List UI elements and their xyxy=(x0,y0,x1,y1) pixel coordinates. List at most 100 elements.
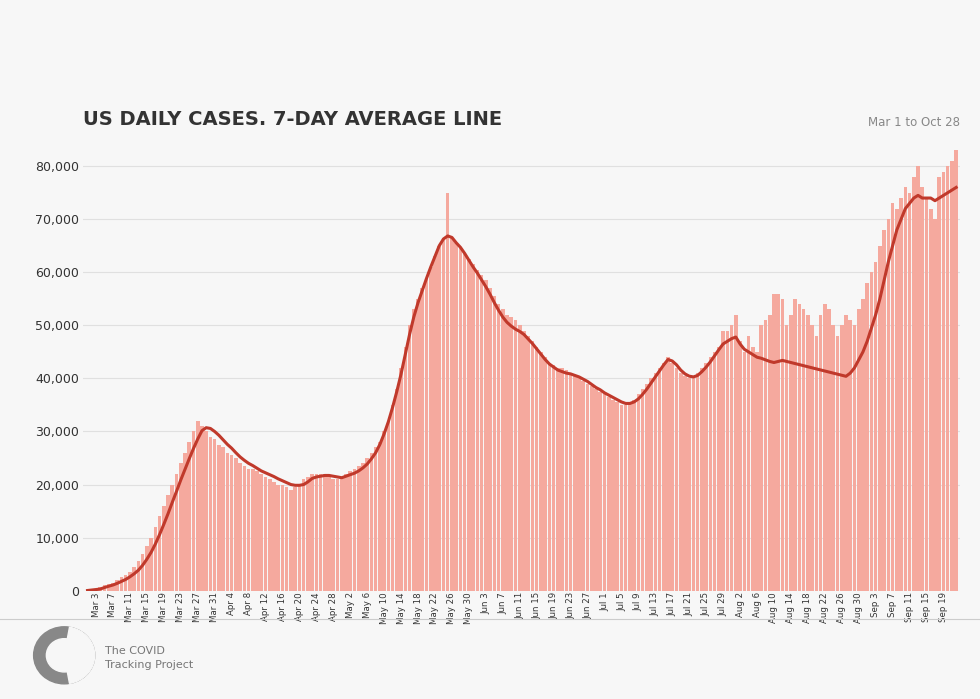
Bar xyxy=(162,506,166,591)
Bar xyxy=(442,240,445,591)
Bar xyxy=(205,431,208,591)
Bar xyxy=(700,368,704,591)
Bar xyxy=(293,487,297,591)
Bar xyxy=(209,437,213,591)
Bar xyxy=(951,161,954,591)
Bar xyxy=(857,310,860,591)
Bar xyxy=(955,150,958,591)
Bar xyxy=(318,474,322,591)
Bar xyxy=(747,336,751,591)
Bar xyxy=(306,477,310,591)
Bar xyxy=(573,376,576,591)
Bar xyxy=(849,320,852,591)
Bar xyxy=(404,347,407,591)
Bar xyxy=(174,474,178,591)
Bar xyxy=(594,389,598,591)
Bar xyxy=(107,584,111,591)
Bar xyxy=(612,400,614,591)
Text: Tracking Project: Tracking Project xyxy=(105,661,193,670)
Bar xyxy=(781,299,784,591)
Bar xyxy=(373,447,377,591)
Bar xyxy=(818,315,822,591)
Bar xyxy=(619,405,623,591)
Bar xyxy=(641,389,645,591)
Bar xyxy=(340,477,344,591)
Circle shape xyxy=(33,627,95,684)
Bar xyxy=(721,331,725,591)
Bar xyxy=(632,400,636,591)
Bar xyxy=(446,193,450,591)
Bar xyxy=(116,580,119,591)
Bar xyxy=(586,384,589,591)
Bar xyxy=(878,246,882,591)
Bar xyxy=(344,474,348,591)
Bar xyxy=(183,453,187,591)
Bar xyxy=(814,336,818,591)
Bar xyxy=(599,391,602,591)
Bar xyxy=(807,315,809,591)
Bar xyxy=(272,482,275,591)
Bar xyxy=(255,471,259,591)
Bar xyxy=(751,347,755,591)
Bar xyxy=(391,405,394,591)
Bar xyxy=(658,368,662,591)
Bar xyxy=(416,299,419,591)
Bar xyxy=(450,238,454,591)
Bar xyxy=(433,257,437,591)
Bar xyxy=(865,283,869,591)
Bar xyxy=(412,310,416,591)
Bar xyxy=(802,310,806,591)
Bar xyxy=(535,347,538,591)
Bar xyxy=(840,325,844,591)
Bar xyxy=(530,341,534,591)
Bar xyxy=(756,352,759,591)
Text: US DAILY CASES. 7-DAY AVERAGE LINE: US DAILY CASES. 7-DAY AVERAGE LINE xyxy=(83,110,503,129)
Bar xyxy=(154,527,157,591)
Bar xyxy=(514,320,517,591)
Bar xyxy=(794,299,797,591)
Bar xyxy=(929,208,933,591)
Bar xyxy=(289,490,293,591)
Bar xyxy=(789,315,793,591)
Bar xyxy=(679,373,682,591)
Bar xyxy=(353,468,357,591)
Bar xyxy=(128,572,131,591)
Bar xyxy=(853,325,857,591)
Bar xyxy=(670,363,674,591)
Bar xyxy=(480,275,483,591)
Bar xyxy=(90,589,93,591)
Bar xyxy=(925,198,928,591)
Wedge shape xyxy=(65,627,95,684)
Bar xyxy=(467,259,470,591)
Bar xyxy=(568,373,572,591)
Bar xyxy=(225,453,229,591)
Bar xyxy=(946,166,950,591)
Bar xyxy=(264,477,268,591)
Bar xyxy=(242,466,246,591)
Bar xyxy=(506,315,509,591)
Bar xyxy=(366,458,369,591)
Bar xyxy=(637,394,640,591)
Bar xyxy=(123,575,127,591)
Bar xyxy=(526,336,530,591)
Bar xyxy=(111,583,115,591)
Bar xyxy=(895,208,899,591)
Bar xyxy=(900,198,903,591)
Bar xyxy=(429,267,432,591)
Bar xyxy=(904,187,907,591)
Bar xyxy=(654,373,658,591)
Bar xyxy=(912,177,915,591)
Bar xyxy=(378,442,381,591)
Bar xyxy=(98,587,102,591)
Bar xyxy=(399,368,403,591)
Bar xyxy=(484,280,488,591)
Bar xyxy=(827,310,831,591)
Bar xyxy=(687,378,691,591)
Bar xyxy=(459,248,463,591)
Bar xyxy=(763,320,767,591)
Bar xyxy=(692,376,695,591)
Bar xyxy=(234,458,237,591)
Bar xyxy=(717,347,720,591)
Bar xyxy=(548,363,551,591)
Bar xyxy=(785,325,789,591)
